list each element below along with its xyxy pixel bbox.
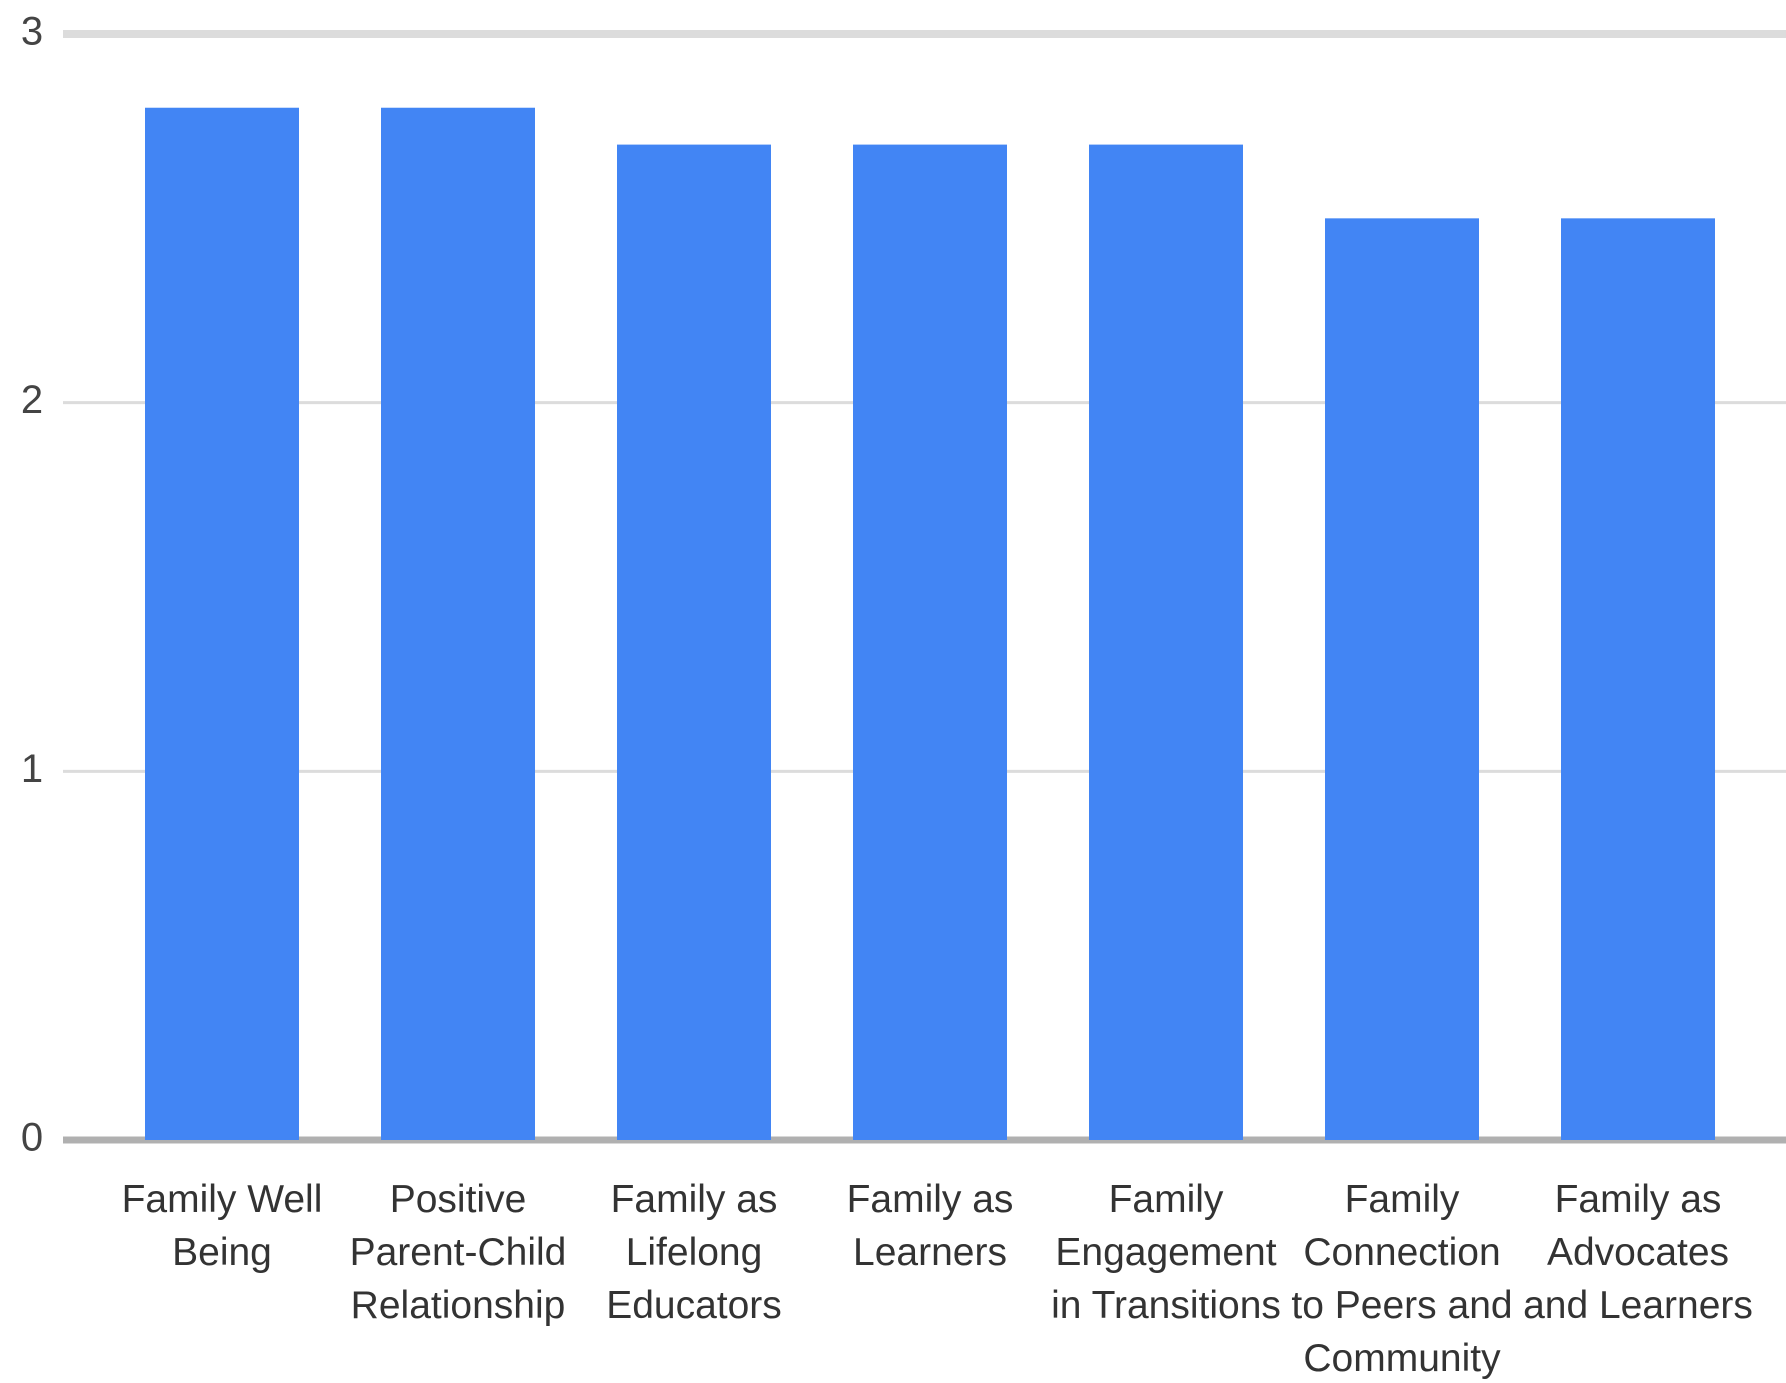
bar [617, 144, 771, 1141]
x-tick-label: Family Connection to Peers and Community [1291, 1178, 1513, 1380]
y-tick-label: 2 [21, 378, 43, 422]
x-tick-label: Family Well Being [121, 1178, 323, 1274]
bar [1561, 218, 1715, 1141]
x-tick-label: Family as Advocates and Learners [1523, 1178, 1753, 1327]
bar [1089, 144, 1243, 1141]
bar [145, 107, 299, 1141]
x-tick-label: Positive Parent-Child Relationship [349, 1178, 567, 1327]
x-tick-label: Family Engagement in Transitions [1051, 1178, 1281, 1327]
x-tick-label: Family as Lifelong Educators [606, 1178, 782, 1327]
y-tick-label: 0 [21, 1116, 43, 1160]
bar [1325, 218, 1479, 1141]
y-tick-label: 1 [21, 747, 43, 791]
y-tick-label: 3 [21, 10, 43, 54]
bar [853, 144, 1007, 1141]
bar [381, 107, 535, 1141]
x-tick-label: Family as Learners [846, 1178, 1014, 1274]
